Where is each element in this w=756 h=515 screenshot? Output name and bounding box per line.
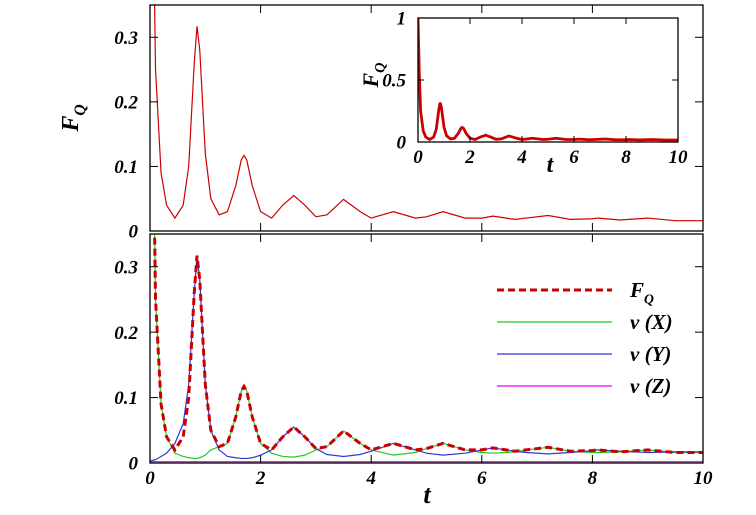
- y-axis-label-main: F: [358, 73, 383, 89]
- x-tick-label: 0: [413, 147, 423, 168]
- plot-area: [154, 5, 703, 222]
- x-tick-label: 4: [365, 468, 376, 489]
- legend-label: ν (Z): [630, 374, 671, 398]
- x-axis-label: t: [547, 152, 555, 178]
- panel-background: [418, 18, 678, 142]
- y-tick-label: 0.2: [114, 93, 138, 114]
- panel: 00.10.20.3FQ: [58, 4, 704, 243]
- y-axis-label-subscript: Q: [373, 62, 389, 72]
- plot-area: [418, 18, 678, 142]
- y-tick-label: 0: [129, 454, 139, 475]
- x-tick-label: 6: [477, 468, 487, 489]
- y-tick-label: 0: [397, 133, 407, 154]
- x-tick-label: 6: [569, 147, 579, 168]
- legend-label-main: ν (Z): [630, 374, 671, 398]
- y-tick-label: 0.5: [382, 71, 406, 92]
- panel: 0 2 4 6 8 10 0 0.5 1 t FQ: [358, 9, 688, 178]
- y-tick-label: 0: [129, 222, 139, 243]
- x-tick-label: 10: [669, 147, 689, 168]
- y-tick-label: 0.2: [114, 323, 138, 344]
- plot-area: [150, 234, 703, 463]
- y-tick-label: 0.3: [114, 257, 138, 278]
- legend-label: ν (Y): [630, 342, 671, 366]
- y-axis-label: FQ: [58, 104, 89, 132]
- legend: FQν (X)ν (Y)ν (Z): [497, 278, 673, 398]
- y-tick-label: 0.3: [114, 28, 138, 49]
- x-tick-label: 8: [588, 468, 598, 489]
- y-tick-label: 0.1: [114, 157, 138, 178]
- x-axis-label: t: [423, 480, 431, 509]
- x-tick-label: 2: [255, 468, 266, 489]
- legend-label-main: ν (Y): [630, 342, 671, 366]
- series-line: [154, 234, 703, 460]
- x-tick-label: 4: [516, 147, 527, 168]
- legend-label-subscript: Q: [644, 291, 654, 306]
- legend-label: ν (X): [630, 310, 673, 334]
- y-axis-label-subscript: Q: [72, 104, 89, 115]
- series-line: [154, 5, 703, 222]
- legend-label-main: ν (X): [630, 310, 673, 334]
- y-axis-label: FQ: [358, 62, 389, 88]
- y-tick-label: 0.1: [114, 388, 138, 409]
- series-line: [418, 18, 678, 142]
- legend-label: FQ: [629, 278, 654, 306]
- panel-frame: [149, 233, 704, 464]
- y-tick-label: 1: [397, 9, 407, 30]
- x-tick-label: 0: [145, 468, 155, 489]
- x-tick-label: 8: [621, 147, 631, 168]
- x-tick-label: 2: [464, 147, 475, 168]
- panel-frame: [149, 4, 704, 232]
- x-tick-label: 10: [694, 468, 714, 489]
- legend-label-main: F: [629, 278, 644, 302]
- y-axis-label-main: F: [58, 116, 84, 133]
